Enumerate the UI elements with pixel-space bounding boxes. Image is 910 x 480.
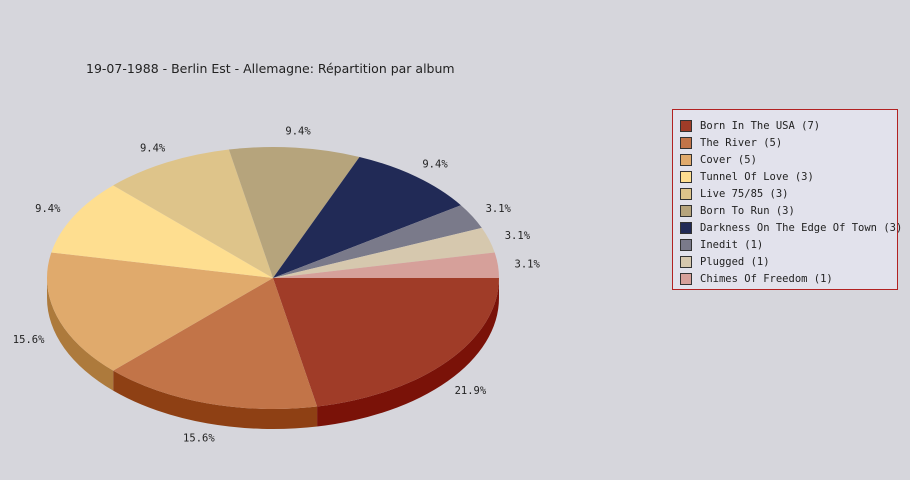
legend-label: Darkness On The Edge Of Town (3) <box>700 221 903 234</box>
legend-label: Cover (5) <box>700 153 757 166</box>
legend-item: Born To Run (3) <box>680 202 897 219</box>
legend-label: Born In The USA (7) <box>700 119 821 132</box>
legend-swatch <box>680 204 692 217</box>
pie-slice <box>273 156 461 278</box>
legend-item: Cover (5) <box>680 151 897 168</box>
legend-label: Born To Run (3) <box>700 204 795 217</box>
legend: Born In The USA (7) The River (5) Cover (5… <box>672 109 902 290</box>
legend-item: Born In The USA (7) <box>680 117 897 134</box>
slice-percent-label: 3.1% <box>505 230 531 242</box>
legend-item: Tunnel Of Love (3) <box>680 168 897 185</box>
legend-swatch <box>680 153 692 166</box>
legend-swatch <box>680 272 692 285</box>
slice-percent-label: 9.4% <box>285 126 311 138</box>
legend-item: Plugged (1) <box>680 253 897 270</box>
slice-percent-label: 9.4% <box>35 203 61 215</box>
legend-label: Inedit (1) <box>700 238 764 251</box>
slice-percent-label: 3.1% <box>486 203 512 215</box>
pie-slice <box>273 205 482 278</box>
slice-percent-label: 3.1% <box>515 258 541 270</box>
legend-swatch <box>680 221 692 234</box>
pie-slice <box>273 227 495 278</box>
legend-swatch <box>680 187 692 200</box>
legend-item: The River (5) <box>680 134 897 151</box>
legend-label: The River (5) <box>700 136 783 149</box>
legend-label: Live 75/85 (3) <box>700 187 789 200</box>
pie-slice <box>273 252 499 278</box>
legend-item: Live 75/85 (3) <box>680 185 897 202</box>
pie-slice <box>46 252 273 371</box>
legend-swatch <box>680 119 692 132</box>
pie-slice <box>113 278 318 410</box>
pie-chart: 21.9% 15.6% 15.6% 9.4% 9.4% 9.4% 9.4% 3.1% 3.1% 3… <box>13 126 541 445</box>
pie-slice <box>51 185 273 278</box>
legend-swatch <box>680 136 692 149</box>
pie-slice-side <box>113 370 318 430</box>
pie-slice-side <box>47 278 114 391</box>
pie-slice-side <box>317 278 499 427</box>
legend-label: Tunnel Of Love (3) <box>700 170 814 183</box>
slice-percent-label: 9.4% <box>140 142 166 154</box>
pie-slice <box>113 149 273 278</box>
legend-swatch <box>680 255 692 268</box>
pie-slice <box>228 147 360 278</box>
slice-percent-label: 21.9% <box>455 385 487 397</box>
slice-percent-label: 15.6% <box>183 433 215 445</box>
slice-percent-label: 9.4% <box>422 159 448 171</box>
pie-slice <box>273 278 499 407</box>
legend-label: Chimes Of Freedom (1) <box>700 272 833 285</box>
legend-item: Chimes Of Freedom (1) <box>680 270 897 287</box>
slice-percent-label: 15.6% <box>13 334 45 346</box>
legend-item: Inedit (1) <box>680 236 897 253</box>
legend-item: Darkness On The Edge Of Town (3) <box>680 219 902 236</box>
legend-swatch <box>680 238 692 251</box>
legend-swatch <box>680 170 692 183</box>
chart-title: 19-07-1988 - Berlin Est - Allemagne: Rép… <box>86 61 455 76</box>
legend-label: Plugged (1) <box>700 255 770 268</box>
